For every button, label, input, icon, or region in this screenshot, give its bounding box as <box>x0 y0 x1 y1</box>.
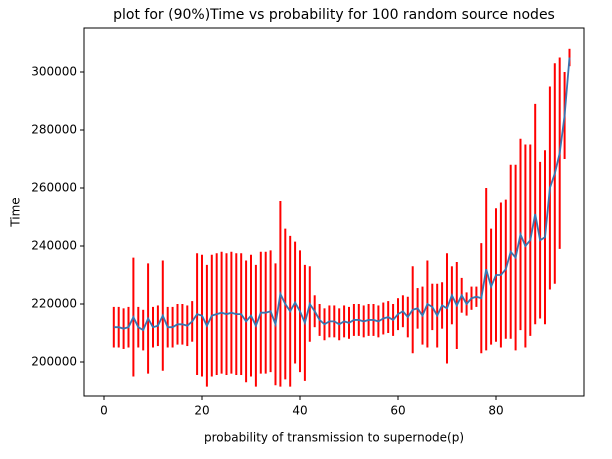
x-tick-label: 60 <box>390 404 405 418</box>
y-tick-label: 260000 <box>31 180 77 194</box>
plot-frame <box>83 27 585 397</box>
x-tick-label: 20 <box>194 404 209 418</box>
y-tick-label: 200000 <box>31 355 77 369</box>
y-tick-label: 240000 <box>31 238 77 252</box>
chart-title: plot for (90%)Time vs probability for 10… <box>113 7 555 23</box>
y-axis-label: Time <box>9 197 23 227</box>
x-axis-label: probability of transmission to supernode… <box>204 431 464 445</box>
x-tick-label: 80 <box>488 404 503 418</box>
x-tick-label: 40 <box>292 404 307 418</box>
y-tick-label: 280000 <box>31 122 77 136</box>
y-tick-label: 220000 <box>31 297 77 311</box>
x-tick-label: 0 <box>100 404 108 418</box>
y-tick-label: 300000 <box>31 64 77 78</box>
mean-line <box>113 57 571 332</box>
